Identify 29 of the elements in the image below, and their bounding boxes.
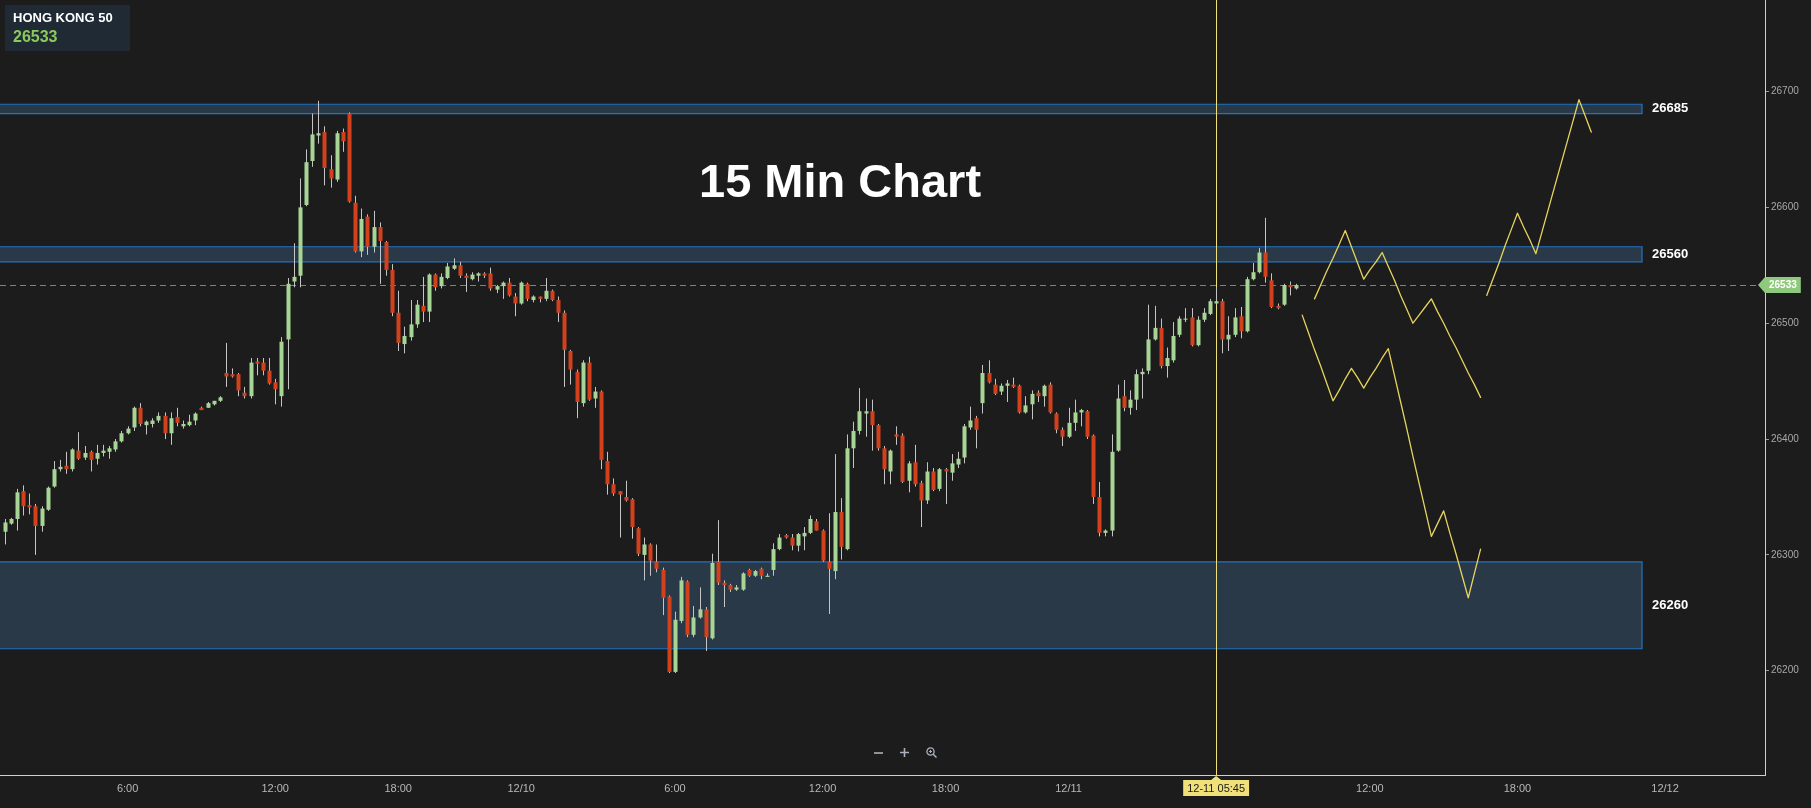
x-tick-label: 12/10 [507, 781, 535, 794]
candlestick [1005, 379, 1010, 403]
candlestick [864, 398, 869, 438]
x-tick-label: 12:00 [1356, 781, 1384, 794]
y-tick-label: 26700 [1771, 85, 1800, 97]
x-tick-label: 6:00 [116, 781, 139, 794]
ref-line-label: 26533 [1769, 279, 1798, 291]
x-tick-label: 18:00 [931, 781, 960, 794]
candlestick [316, 100, 321, 145]
text: HONG KONG 50 [13, 10, 113, 25]
y-tick-label: 26200 [1771, 664, 1800, 676]
y-tick-label: 26600 [1771, 201, 1800, 213]
x-tick-label: 12:00 [261, 781, 289, 794]
x-tick-label: 12/12 [1651, 781, 1679, 794]
y-tick-label: 26400 [1771, 432, 1800, 444]
annotation: 15 Min Chart [699, 154, 982, 207]
x-tick-label: 6:00 [664, 781, 686, 794]
band-label: 26685 [1652, 100, 1689, 116]
x-tick-label: 18:00 [1503, 781, 1532, 794]
band-label: 26260 [1652, 596, 1689, 612]
candlestick [894, 425, 899, 446]
text: 26533 [13, 28, 58, 46]
y-tick-label: 26300 [1771, 548, 1800, 560]
x-tick-label: 12:00 [808, 781, 837, 794]
x-tick-label: 18:00 [384, 781, 412, 794]
x-tick-label: 12/11 [1055, 781, 1082, 794]
y-tick-label: 26500 [1771, 316, 1800, 328]
x-tick-label: 12-11 05:45 [1187, 781, 1246, 794]
band-label: 26560 [1652, 245, 1689, 261]
